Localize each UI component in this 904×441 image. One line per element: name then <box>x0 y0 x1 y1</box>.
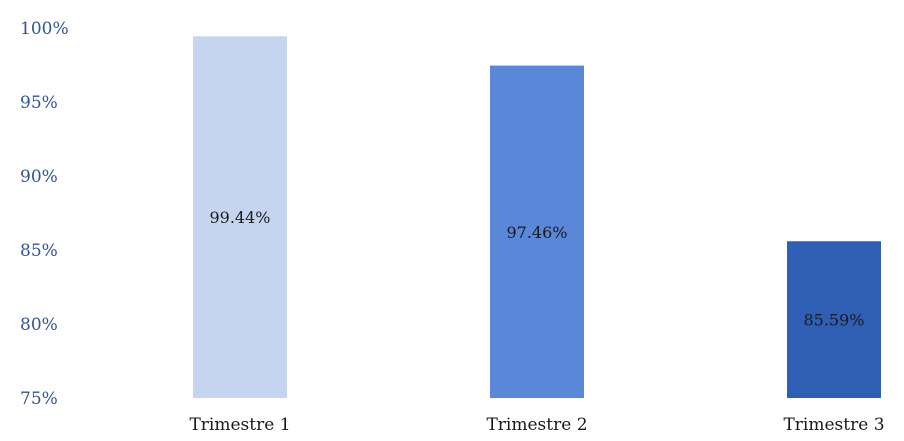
x-category-label: Trimestre 3 <box>783 415 884 435</box>
bar <box>193 36 287 399</box>
x-axis-category-labels: Trimestre 1 Trimestre 2 Trimestre 3 <box>189 415 884 435</box>
bar-value-label: 97.46% <box>506 223 567 242</box>
y-tick-label: 85% <box>20 241 58 261</box>
y-tick-label: 75% <box>20 389 58 409</box>
y-tick-label: 100% <box>20 19 69 39</box>
bar-value-label: 99.44% <box>209 208 270 227</box>
bar-value-label: 85.59% <box>803 311 864 330</box>
bars <box>193 36 881 399</box>
y-axis-tick-labels: 75% 80% 85% 90% 95% 100% <box>20 19 69 409</box>
bar-value-labels: 99.44% 97.46% 85.59% <box>209 208 864 329</box>
bar <box>787 241 881 398</box>
y-tick-label: 95% <box>20 93 58 113</box>
x-category-label: Trimestre 2 <box>486 415 587 435</box>
bar <box>490 65 584 398</box>
y-tick-label: 80% <box>20 315 58 335</box>
y-tick-label: 90% <box>20 167 58 187</box>
x-category-label: Trimestre 1 <box>189 415 290 435</box>
